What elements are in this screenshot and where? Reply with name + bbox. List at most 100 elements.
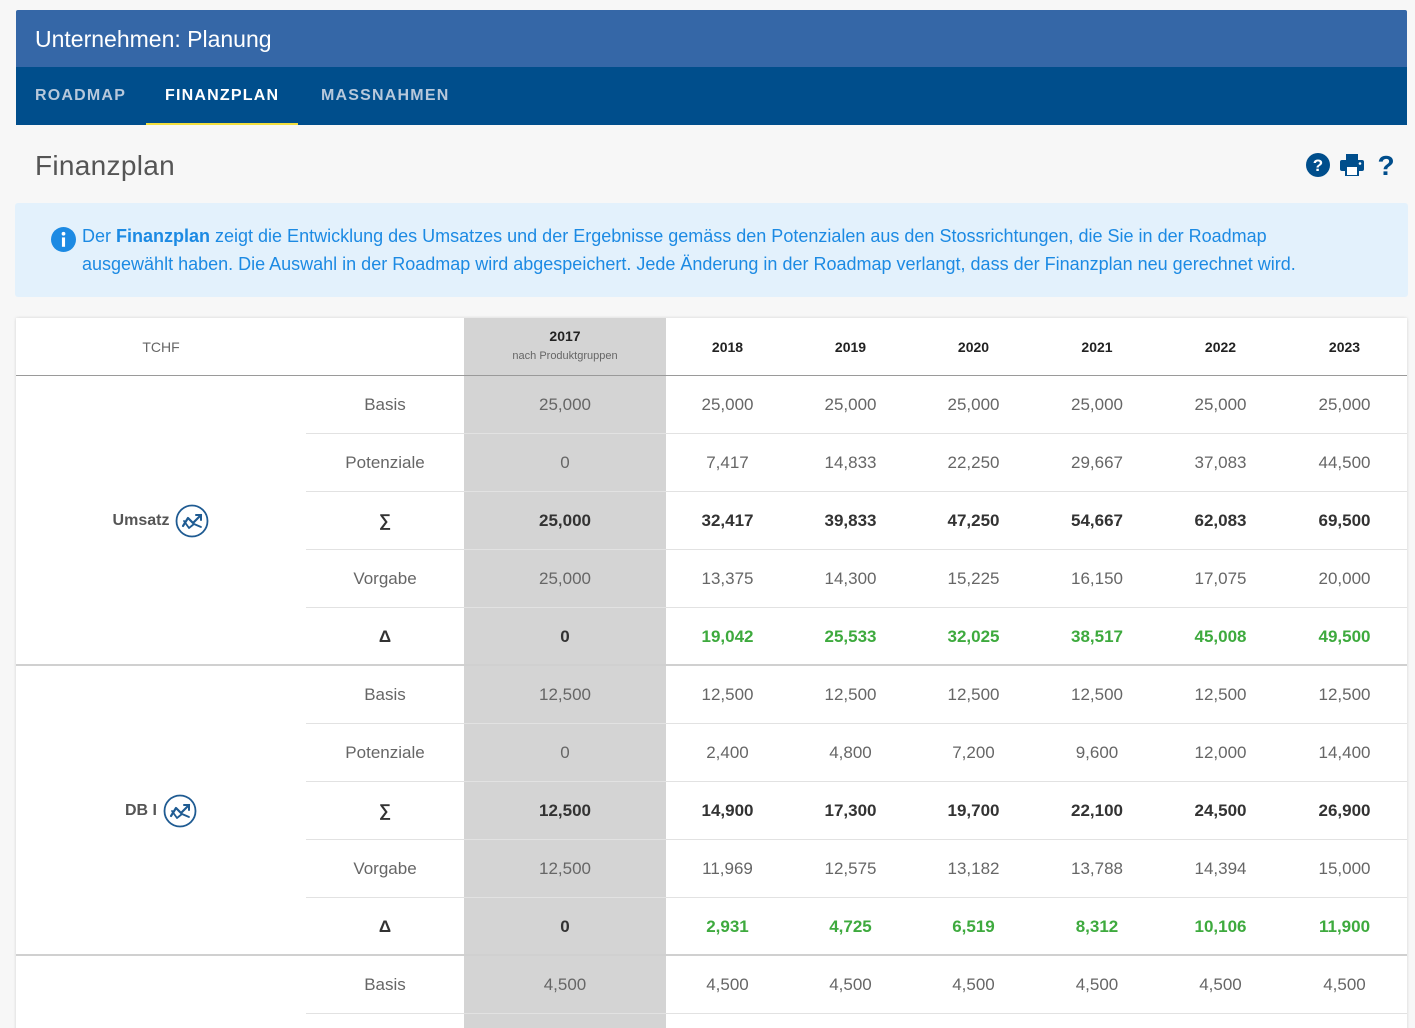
table-cell: 25,000 (1318, 395, 1371, 414)
table-cell: 32,417 (701, 511, 754, 530)
svg-text:?: ? (1313, 156, 1323, 175)
row-divider (306, 433, 1407, 434)
tab-finanzplan[interactable]: FINANZPLAN (146, 67, 299, 125)
year-header-2020: 2020 (957, 339, 990, 355)
table-cell: 15,225 (947, 569, 1000, 588)
table-cell: 4,800 (829, 743, 872, 762)
table-cell: 17,300 (824, 801, 877, 820)
table-cell: 6,519 (952, 917, 995, 936)
table-cell: 12,500 (539, 859, 591, 878)
year-header-2019: 2019 (834, 339, 867, 355)
table-cell: 39,833 (824, 511, 877, 530)
row-divider (306, 549, 1407, 550)
table-header (16, 318, 1407, 376)
table-cell: 12,500 (1194, 685, 1247, 704)
table-cell: 25,000 (701, 395, 754, 414)
table-cell: 2,931 (706, 917, 749, 936)
table-cell: 4,500 (706, 975, 749, 994)
row-label: ∑ (378, 511, 392, 530)
table-cell: 25,000 (539, 395, 591, 414)
table-cell: 22,250 (947, 453, 1000, 472)
table-cell: 7,417 (706, 453, 749, 472)
table-cell: 4,725 (829, 917, 872, 936)
row-divider (306, 1013, 1407, 1014)
table-cell: 45,008 (1194, 627, 1247, 646)
table-cell: 19,700 (947, 801, 1000, 820)
tab-roadmap[interactable]: ROADMAP (35, 87, 127, 104)
row-label: Δ (378, 627, 392, 646)
table-cell: 25,000 (824, 395, 877, 414)
row-divider (306, 723, 1407, 724)
info-highlight: Finanzplan (116, 226, 211, 246)
table-cell: 14,900 (701, 801, 754, 820)
question-mark-icon[interactable]: ? (1374, 152, 1398, 178)
table-cell: 25,000 (539, 511, 591, 530)
tab-bar: ROADMAP FINANZPLAN MASSNAHMEN (16, 67, 1407, 125)
table-cell: 11,900 (1318, 917, 1371, 936)
table-cell: 32,025 (947, 627, 1000, 646)
table-cell: 22,100 (1071, 801, 1123, 820)
print-icon[interactable] (1340, 152, 1364, 178)
info-text-line2: ausgewählt haben. Die Auswahl in der Roa… (82, 254, 1296, 274)
table-cell: 12,500 (701, 685, 754, 704)
group-divider (16, 954, 1407, 956)
table-cell: 29,667 (1071, 453, 1123, 472)
row-label: ∑ (378, 801, 392, 820)
group-divider (16, 664, 1407, 666)
trend-chart-icon[interactable] (163, 794, 197, 828)
table-cell: 47,250 (947, 511, 1000, 530)
info-box: Der Finanzplan zeigt die Entwicklung des… (15, 203, 1408, 297)
row-label: Δ (378, 917, 392, 936)
year-header-2018: 2018 (711, 339, 744, 355)
table-cell: 25,000 (539, 569, 591, 588)
table-cell: 14,400 (1318, 743, 1371, 762)
table-cell: 12,000 (1194, 743, 1247, 762)
base-year-column-shade (464, 318, 666, 1028)
table-cell: 12,500 (947, 685, 1000, 704)
table-cell: 12,500 (539, 801, 591, 820)
trend-chart-icon[interactable] (175, 504, 209, 538)
table-cell: 9,600 (1075, 743, 1119, 762)
table-cell: 14,300 (824, 569, 877, 588)
page-title: Finanzplan (35, 150, 175, 181)
table-cell: 12,500 (824, 685, 877, 704)
base-year-note: nach Produktgruppen (512, 350, 618, 362)
table-cell: 25,000 (1194, 395, 1247, 414)
table-cell: 38,517 (1071, 627, 1123, 646)
table-cell: 44,500 (1318, 453, 1371, 472)
table-cell: 25,000 (1071, 395, 1123, 414)
year-header-2017: 2017 (549, 328, 581, 344)
table-cell: 12,575 (824, 859, 877, 878)
table-cell: 0 (560, 743, 570, 762)
help-circle-icon[interactable]: ? (1306, 152, 1330, 178)
year-header-2022: 2022 (1204, 339, 1237, 355)
row-label: Basis (364, 975, 406, 994)
table-cell: 4,500 (952, 975, 995, 994)
row-label: Potenziale (345, 453, 425, 472)
table-cell: 20,000 (1318, 569, 1371, 588)
row-label: Basis (364, 395, 406, 414)
table-cell: 69,500 (1318, 511, 1371, 530)
table-cell: 14,394 (1194, 859, 1247, 878)
row-divider (306, 897, 1407, 898)
table-cell: 26,900 (1318, 801, 1371, 820)
group-label-0: Umsatz (16, 376, 306, 666)
info-icon (51, 227, 76, 252)
table-cell: 13,182 (947, 859, 1000, 878)
tab-massnahmen[interactable]: MASSNAHMEN (321, 87, 450, 104)
row-label: Vorgabe (353, 569, 417, 588)
table-cell: 49,500 (1318, 627, 1371, 646)
table-cell: 10,106 (1194, 917, 1247, 936)
svg-text:?: ? (1377, 152, 1394, 178)
row-label: Potenziale (345, 743, 425, 762)
group-label-1: DB I (16, 666, 306, 956)
info-text: Der Finanzplan zeigt die Entwicklung des… (82, 226, 1267, 246)
row-divider (306, 781, 1407, 782)
table-cell: 4,500 (543, 975, 587, 994)
unit-label: TCHF (142, 339, 180, 355)
group-label-text: DB I (125, 802, 157, 819)
table-cell: 12,500 (1318, 685, 1371, 704)
table-cell: 2,400 (706, 743, 749, 762)
table-cell: 15,000 (1318, 859, 1371, 878)
table-cell: 25,000 (947, 395, 1000, 414)
